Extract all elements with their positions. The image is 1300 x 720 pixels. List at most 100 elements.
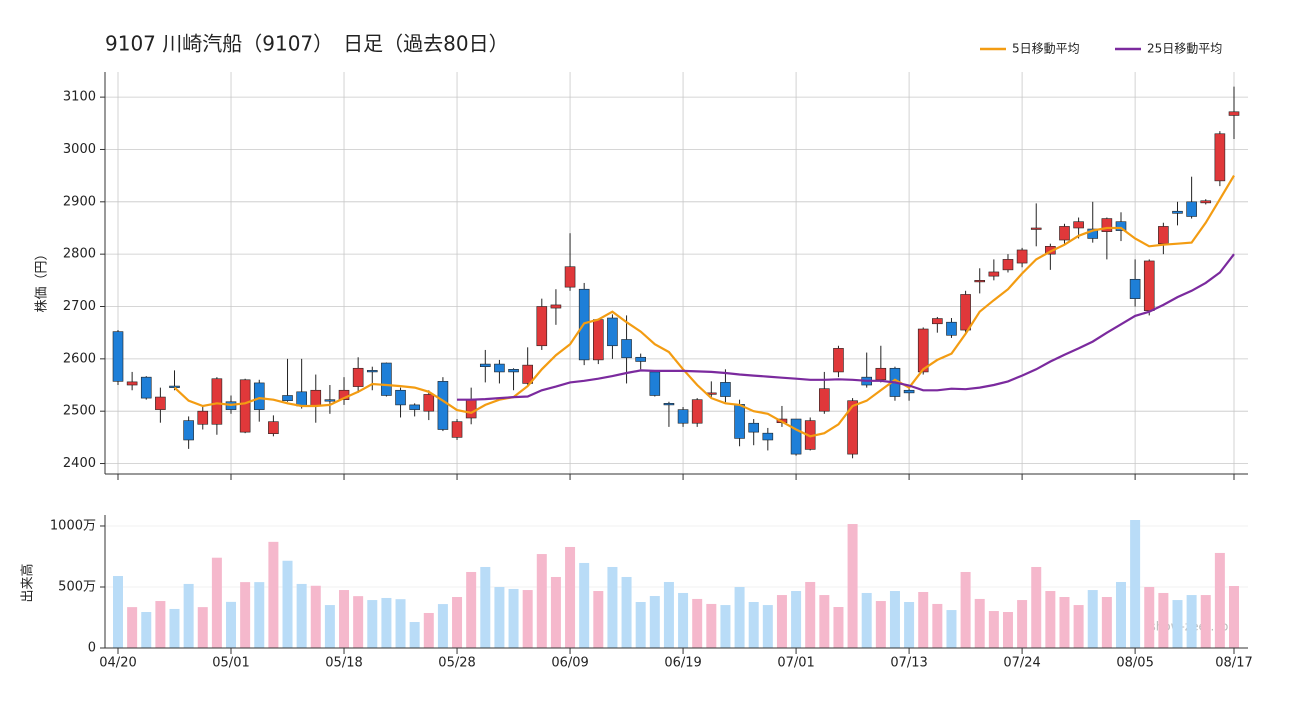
y-tick-label: 0: [88, 641, 96, 656]
volume-bar: [776, 595, 787, 648]
volume-bar: [1073, 605, 1084, 648]
volume-bar: [678, 592, 689, 648]
volume-bar: [579, 562, 590, 648]
volume-bar: [946, 610, 957, 648]
volume-bar: [310, 585, 321, 648]
volume-bar: [113, 576, 123, 648]
volume-bar: [437, 604, 448, 648]
candle-body: [790, 418, 802, 455]
candle-body: [1186, 201, 1197, 217]
candle-body: [1158, 226, 1169, 244]
candle-body: [903, 389, 915, 394]
candle-body: [282, 395, 293, 402]
x-tick-label: 07/13: [890, 656, 927, 671]
candle-body: [1073, 221, 1084, 229]
volume-bar: [1059, 596, 1070, 648]
volume-bar: [1101, 596, 1112, 648]
candle-body: [946, 321, 957, 336]
volume-bar: [889, 591, 900, 648]
candle-body: [1016, 249, 1028, 264]
candle-body: [1059, 226, 1070, 241]
volume-bar: [805, 581, 816, 648]
volume-bar: [904, 601, 915, 648]
volume-bar: [720, 605, 731, 648]
volume-bar: [536, 554, 547, 648]
volume-bar: [1115, 581, 1126, 648]
candle-body: [409, 404, 420, 410]
candle-body: [988, 271, 1000, 277]
candle-body: [366, 370, 378, 373]
candle-body: [649, 371, 661, 396]
volume-bar: [155, 601, 166, 648]
candle-body: [593, 319, 604, 361]
y-tick-label: 2800: [63, 247, 96, 262]
volume-bar: [466, 571, 477, 648]
candle-body: [1214, 133, 1226, 182]
candle-body: [875, 367, 887, 381]
candle-body: [847, 400, 858, 455]
candle-body: [310, 389, 322, 407]
candle-body: [960, 294, 971, 331]
candle-body: [536, 306, 548, 347]
candle-body: [324, 399, 336, 402]
y-tick-label: 3100: [63, 90, 96, 105]
volume-bar: [635, 601, 646, 648]
candle-body: [720, 382, 731, 397]
candle-body: [352, 367, 364, 387]
volume-bar: [211, 557, 222, 648]
y-tick-label: 2700: [63, 299, 96, 314]
volume-bar: [1045, 591, 1056, 648]
candle-body: [1200, 200, 1212, 204]
candle-body: [748, 422, 759, 433]
candle-body: [451, 421, 463, 438]
candle-body: [465, 399, 477, 419]
candle-body: [1101, 218, 1113, 232]
volume-bar: [988, 611, 999, 648]
candle-body: [1172, 210, 1183, 214]
volume-bar: [819, 595, 830, 648]
volume-bar: [762, 605, 773, 648]
volume-bar: [268, 541, 279, 648]
volume-bar: [339, 590, 350, 648]
candle-body: [140, 376, 152, 399]
candle-body: [239, 379, 251, 433]
candle-body: [253, 382, 265, 410]
candle-body: [621, 339, 632, 359]
volume-bar: [960, 571, 971, 648]
candle-body: [1002, 259, 1014, 271]
volume-bar: [649, 596, 660, 648]
candle-body: [819, 388, 830, 412]
candle-body: [169, 385, 180, 388]
y-tick-label: 500万: [58, 579, 96, 594]
volume-bar: [324, 605, 335, 648]
volume-bar: [240, 582, 251, 648]
legend-label: 25日移動平均: [1147, 42, 1222, 56]
volume-bar: [522, 590, 533, 648]
volume-bar: [494, 586, 505, 648]
candle-body: [296, 391, 307, 407]
volume-bar: [254, 582, 265, 648]
candle-body: [762, 432, 774, 441]
candle-body: [508, 369, 519, 373]
volume-bar: [353, 596, 364, 648]
x-tick-label: 08/17: [1215, 656, 1252, 671]
candle-body: [1228, 111, 1240, 116]
volume-bar: [183, 583, 194, 648]
candle-body: [211, 378, 223, 425]
volume-bar: [423, 612, 434, 648]
candle-body: [197, 410, 209, 425]
volume-bar: [395, 599, 406, 648]
x-tick-label: 08/05: [1116, 656, 1153, 671]
volume-bar: [918, 591, 929, 648]
volume-bar: [974, 598, 985, 648]
volume-bar: [480, 566, 491, 648]
candle-body: [268, 421, 279, 434]
volume-bar: [550, 576, 561, 648]
volume-bar: [1144, 586, 1155, 648]
volume-bar: [833, 607, 844, 648]
x-tick-label: 07/01: [777, 656, 814, 671]
candle-body: [677, 409, 689, 424]
candle-body: [423, 394, 435, 412]
chart-title: 9107 川崎汽船（9107） 日足（過去80日）: [105, 32, 509, 56]
volume-bar: [367, 600, 378, 648]
